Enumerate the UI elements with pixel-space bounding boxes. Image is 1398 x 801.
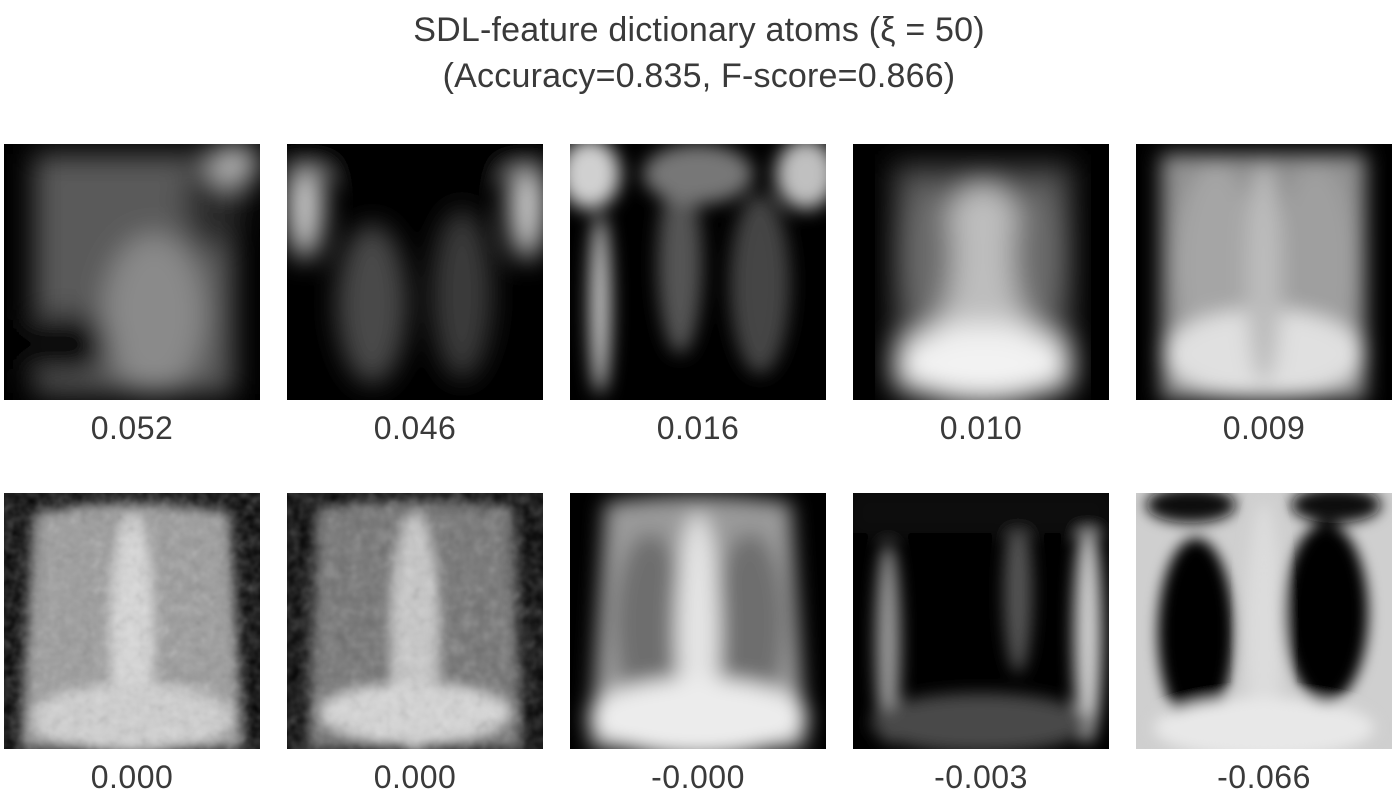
- atom-weight-8: -0.000: [651, 759, 745, 795]
- atom-weight-4: 0.010: [939, 410, 1023, 446]
- atom-image-1: [4, 144, 260, 400]
- atom-weight-2: 0.046: [373, 410, 457, 446]
- atom-image-2: [287, 144, 543, 400]
- atom-image-4: [853, 144, 1109, 400]
- atom-image-8: [570, 493, 826, 749]
- atom-image-7: [287, 493, 543, 749]
- figure-title: SDL-feature dictionary atoms (ξ = 50): [413, 11, 985, 49]
- atom-weight-6: 0.000: [90, 759, 174, 795]
- atom-image-10: [1136, 493, 1392, 749]
- atom-image-9: [853, 493, 1109, 749]
- atom-image-6: [4, 493, 260, 749]
- atom-image-5: [1136, 144, 1392, 400]
- atom-weight-10: -0.066: [1217, 759, 1311, 795]
- atom-image-3: [570, 144, 826, 400]
- atom-weight-7: 0.000: [373, 759, 457, 795]
- atom-weight-5: 0.009: [1222, 410, 1306, 446]
- figure-subtitle: (Accuracy=0.835, F-score=0.866): [442, 57, 956, 95]
- atom-weight-9: -0.003: [934, 759, 1028, 795]
- atom-weight-3: 0.016: [656, 410, 740, 446]
- atom-weight-1: 0.052: [90, 410, 174, 446]
